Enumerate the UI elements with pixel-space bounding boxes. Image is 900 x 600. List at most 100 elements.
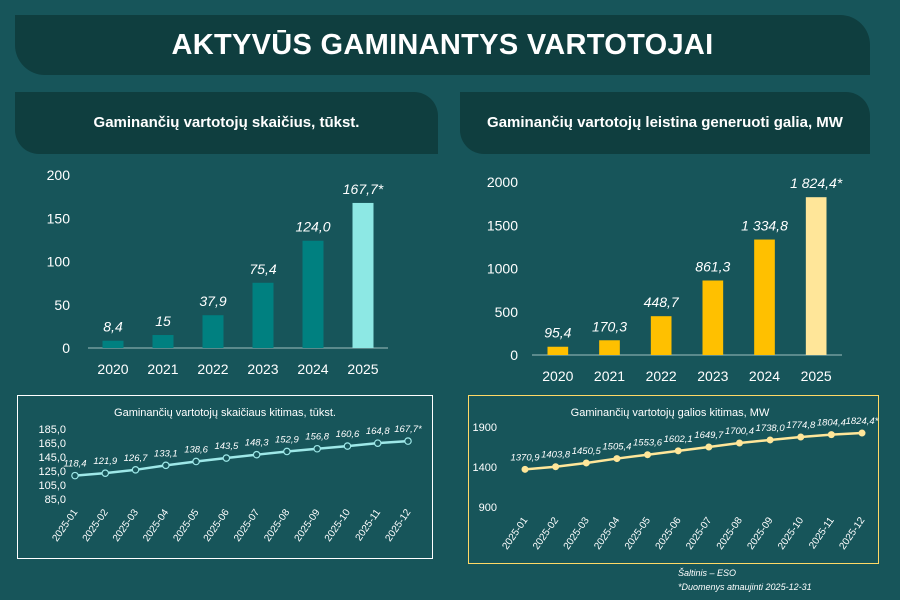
chart-2-bar-2021 — [599, 340, 620, 355]
chart-2-bar-2025 — [805, 197, 827, 355]
chart-3-y-tick-4: 165,0 — [38, 438, 66, 450]
chart-4-x-tick-2025-05: 2025-05 — [623, 515, 653, 552]
chart-4-x-tick-2025-04: 2025-04 — [592, 515, 622, 552]
chart-3-point-2025-09 — [313, 444, 321, 453]
chart-4-title: Gaminančių vartotojų galios kitimas, MW — [571, 407, 770, 419]
chart-2-data-label-2020: 95,4 — [544, 325, 571, 341]
chart-2-y-tick-2: 1000 — [487, 261, 518, 277]
chart-2-x-tick-2022: 2022 — [646, 368, 677, 384]
chart-4-x-tick-2025-09: 2025-09 — [745, 515, 775, 552]
chart-3-data-label-2025-06: 143,5 — [214, 441, 238, 452]
chart-1-bar-2023 — [252, 282, 274, 348]
chart-3-x-tick-2025-10: 2025-10 — [323, 507, 353, 544]
chart-1-y-tick-0: 0 — [62, 340, 70, 356]
chart-3-point-2025-10 — [343, 442, 352, 450]
chart-2-bar-2020 — [547, 346, 569, 355]
chart-1-bar-2025 — [352, 202, 374, 348]
chart-4-y-tick-1: 1400 — [473, 462, 497, 474]
chart-4-point-2025-04 — [613, 455, 621, 463]
chart-3-x-tick-2025-05: 2025-05 — [171, 507, 201, 544]
chart-1-data-label-2025: 167,7* — [343, 181, 384, 197]
chart-3-x-tick-2025-07: 2025-07 — [232, 507, 262, 544]
chart-4-point-2025-11 — [827, 431, 835, 439]
chart-3-point-2025-08 — [283, 447, 291, 456]
chart-3-y-tick-5: 185,0 — [38, 424, 66, 436]
chart-3-x-tick-2025-06: 2025-06 — [202, 507, 232, 544]
chart-3-data-label-2025-04: 133,1 — [154, 448, 178, 459]
chart-4-x-tick-2025-10: 2025-10 — [776, 515, 806, 552]
chart-4-data-label-2025-10: 1774,8 — [786, 420, 816, 431]
chart-3-point-2025-04 — [162, 461, 170, 470]
chart-4-data-label-2025-07: 1649,7 — [694, 430, 724, 441]
page-title: AKTYVŪS GAMINANTYS VARTOTOJAI — [171, 28, 714, 61]
chart-1-x-tick-2023: 2023 — [247, 361, 278, 377]
chart-3-series-line — [74, 439, 409, 477]
chart-3-y-tick-0: 85,0 — [45, 494, 66, 506]
chart-4-data-label-2025-08: 1700,4 — [725, 426, 754, 437]
update-note: *Duomenys atnaujinti 2025-12-31 — [678, 582, 812, 592]
chart-4-x-tick-2025-12: 2025-12 — [837, 515, 867, 552]
chart-2-title-panel: Gaminančių vartotojų leistina generuoti … — [460, 92, 870, 154]
chart-1-y-tick-1: 50 — [54, 297, 70, 313]
chart-1-y-tick-3: 150 — [47, 210, 71, 226]
chart-4-y-tick-0: 900 — [479, 502, 497, 514]
chart-2-bar-2023 — [702, 280, 724, 355]
chart-3-y-tick-3: 145,0 — [38, 452, 66, 464]
chart-4-x-tick-2025-11: 2025-11 — [807, 515, 837, 551]
chart-3-frame — [17, 395, 433, 559]
chart-3-data-label-2025-07: 148,3 — [245, 438, 269, 449]
title-banner: AKTYVŪS GAMINANTYS VARTOTOJAI — [15, 15, 870, 75]
chart-3-point-2025-03 — [131, 466, 140, 474]
chart-4-point-2025-10 — [797, 433, 805, 441]
chart-4-x-tick-2025-06: 2025-06 — [654, 515, 684, 552]
chart-4-point-2025-09 — [766, 436, 774, 444]
chart-1-data-label-2022: 37,9 — [199, 293, 226, 309]
chart-2-data-label-2025: 1 824,4* — [790, 175, 843, 191]
chart-1-x-tick-2020: 2020 — [97, 361, 128, 377]
chart-1-title: Gaminančių vartotojų skaičius, tūkst. — [93, 114, 360, 131]
chart-3-x-tick-2025-04: 2025-04 — [141, 507, 171, 544]
chart-2-bar-2024 — [754, 239, 775, 355]
chart-1-x-tick-2025: 2025 — [347, 361, 378, 377]
chart-3-x-tick-2025-03: 2025-03 — [111, 507, 141, 544]
chart-4-point-2025-07 — [705, 443, 713, 451]
chart-3-x-tick-2025-12: 2025-12 — [383, 507, 413, 544]
chart-4-point-2025-05 — [644, 451, 652, 459]
chart-1-x-tick-2021: 2021 — [147, 361, 178, 377]
chart-3-data-label-2025-11: 164,8 — [366, 426, 390, 437]
chart-4-data-label-2025-02: 1403,8 — [541, 450, 571, 461]
source-note: Šaltinis – ESO — [678, 568, 737, 578]
chart-4-point-2025-01 — [521, 465, 529, 473]
chart-1-bar-2022 — [202, 315, 224, 348]
chart-2-x-tick-2024: 2024 — [749, 368, 780, 384]
chart-2-y-tick-0: 0 — [510, 347, 518, 363]
chart-4-point-2025-02 — [552, 463, 560, 471]
chart-1-bar-2020 — [102, 340, 124, 348]
chart-2-x-tick-2021: 2021 — [594, 368, 625, 384]
chart-1-bar-2024 — [302, 240, 324, 348]
chart-1-data-label-2023: 75,4 — [249, 261, 276, 277]
chart-2-bar-2022 — [650, 316, 672, 355]
chart-4-data-label-2025-01: 1370,9 — [510, 452, 540, 463]
chart-4-point-2025-06 — [674, 447, 682, 455]
chart-1-data-label-2021: 15 — [155, 313, 171, 329]
chart-3-y-tick-2: 125,0 — [38, 466, 66, 478]
chart-4-x-tick-2025-08: 2025-08 — [715, 515, 745, 552]
chart-3-data-label-2025-05: 138,6 — [184, 444, 208, 455]
chart-1-title-panel: Gaminančių vartotojų skaičius, tūkst. — [15, 92, 438, 154]
chart-4-data-label-2025-11: 1804,4 — [817, 418, 846, 429]
chart-2-x-tick-2023: 2023 — [697, 368, 728, 384]
chart-1-x-tick-2022: 2022 — [197, 361, 228, 377]
chart-2-x-tick-2025: 2025 — [801, 368, 832, 384]
chart-2-data-label-2021: 170,3 — [592, 318, 627, 334]
chart-1-y-tick-2: 100 — [47, 254, 71, 270]
chart-4-point-2025-12 — [858, 429, 866, 437]
chart-3-x-tick-2025-02: 2025-02 — [81, 507, 111, 544]
chart-3-point-2025-05 — [192, 457, 200, 466]
chart-1-y-tick-4: 200 — [47, 167, 71, 183]
chart-4-data-label-2025-09: 1738,0 — [756, 423, 786, 434]
chart-4-data-label-2025-03: 1450,5 — [572, 446, 602, 457]
chart-3-point-2025-11 — [373, 439, 382, 447]
chart-3-y-tick-1: 105,0 — [38, 480, 66, 492]
chart-1-data-label-2020: 8,4 — [103, 319, 123, 335]
